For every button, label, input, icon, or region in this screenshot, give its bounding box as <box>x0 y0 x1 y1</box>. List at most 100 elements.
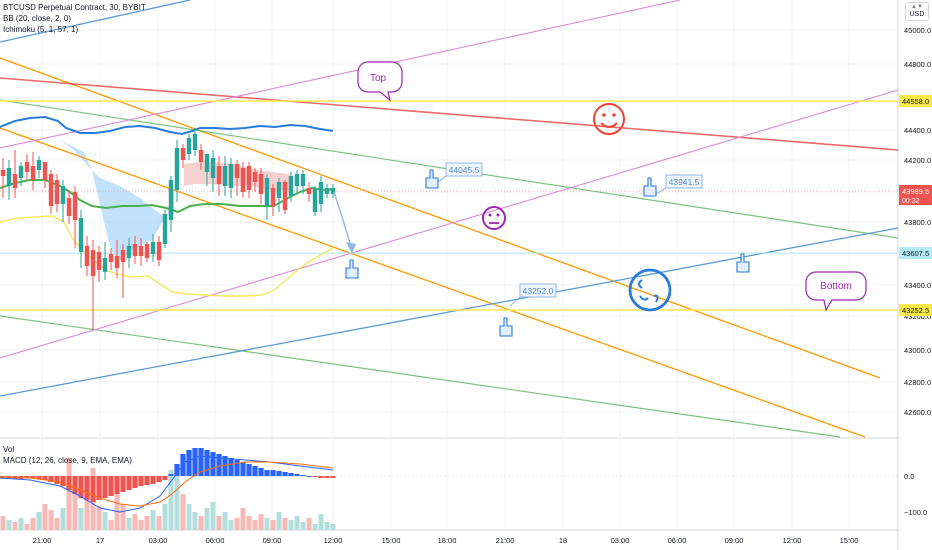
volume-bar-36 <box>216 516 222 530</box>
grid-lines <box>0 0 898 530</box>
hand-pointer-icon-1 <box>345 259 359 279</box>
volume-bar-52 <box>312 524 318 530</box>
candle-body-40 <box>240 168 246 192</box>
bb-upper-line <box>0 115 334 136</box>
volume-bar-20 <box>120 504 126 530</box>
macd-hist-24 <box>144 476 150 485</box>
candle-body-35 <box>210 158 216 178</box>
candle-body-8 <box>48 174 54 206</box>
candlesticks <box>0 128 336 330</box>
horizontal-levels[interactable] <box>0 100 898 311</box>
bb-legend[interactable]: BB (20, close, 2, 0) <box>3 14 72 23</box>
macd-hist-44 <box>264 470 270 476</box>
candle-body-29 <box>174 148 180 190</box>
volume-bar-11 <box>66 458 72 530</box>
macd-hist-10 <box>60 476 66 486</box>
drawings[interactable]: Top Bottom 44045.5 43941.5 43252.0 <box>333 61 867 337</box>
candle-body-18 <box>108 254 114 262</box>
candle-body-25 <box>150 242 156 254</box>
macd-hist-50 <box>300 475 306 476</box>
ichimoku-legend[interactable]: Ichimoku (5, 1, 57, 1) <box>3 25 79 34</box>
price-note-43941-box <box>665 174 703 189</box>
price-note-43252-text: 43252.0 <box>523 286 554 296</box>
macd-hist-33 <box>198 448 204 476</box>
price-tick-1: 44800.0 <box>904 60 931 69</box>
candle-body-24 <box>144 244 150 258</box>
candle-body-9 <box>54 180 60 204</box>
volume-bar-40 <box>240 508 246 530</box>
candle-body-28 <box>168 180 174 220</box>
time-axis[interactable]: 21:00 17 03:00 06:00 09:00 12:00 15:00 18:00 21:… <box>33 536 859 545</box>
volume-bar-51 <box>306 518 312 530</box>
volume-bar-12 <box>72 490 78 530</box>
dizzy-face-icon <box>628 268 672 312</box>
price-label-43607: 43607.5 <box>902 249 929 258</box>
candle-body-21 <box>126 246 132 258</box>
volume-bar-28 <box>168 470 174 530</box>
callout-top-text: Top <box>370 73 387 84</box>
price-axis[interactable]: 45000.044800.044600.044400.044200.044000… <box>899 26 932 517</box>
dizzy-face-eye-right <box>653 294 659 303</box>
symbol-title[interactable]: BTCUSD Perpetual Contract, 30, BYBIT <box>3 3 146 12</box>
macd-hist-8 <box>48 476 54 482</box>
macd-hist-5 <box>30 476 36 478</box>
macd-hist-47 <box>282 472 288 476</box>
green-trendline-lower <box>0 315 841 438</box>
price-tick-11: 42800.0 <box>904 378 931 387</box>
price-tick-9: 43200.0 <box>904 312 931 321</box>
trendlines[interactable] <box>0 0 899 438</box>
candle-body-7 <box>42 162 48 180</box>
candle-body-38 <box>228 164 234 188</box>
candle-body-0 <box>0 170 6 176</box>
price-note-44045-box <box>445 162 483 177</box>
vol-legend[interactable]: Vol <box>3 445 15 454</box>
macd-legend[interactable]: MACD (12, 26, close, 9, EMA, EMA) <box>3 456 132 465</box>
price-tick-0: 45000.0 <box>904 26 931 35</box>
candle-body-43 <box>258 174 264 194</box>
price-note-44045-text: 44045.5 <box>449 165 480 175</box>
macd-hist-46 <box>276 471 282 476</box>
candle-body-13 <box>78 218 84 252</box>
macd-hist-45 <box>270 470 276 476</box>
macd-hist-38 <box>228 458 234 476</box>
volume-bar-22 <box>132 514 138 530</box>
hand-pointer-icon-5 <box>736 253 750 273</box>
happy-face-mouth <box>600 122 618 128</box>
volume-bar-41 <box>246 516 252 530</box>
orange-trendline-lower <box>0 127 866 438</box>
dizzy-face-eye-left <box>638 279 643 289</box>
macd-hist-23 <box>138 476 144 486</box>
macd-hist-36 <box>216 454 222 476</box>
macd-hist-54 <box>324 476 330 478</box>
candle-body-22 <box>132 244 138 256</box>
volume-bar-0 <box>0 516 6 530</box>
forecast-arrow-line <box>333 191 353 251</box>
volume-bar-50 <box>300 522 306 530</box>
candle-body-1 <box>6 168 12 186</box>
volume-bar-44 <box>264 518 270 530</box>
candle-body-2 <box>12 174 18 188</box>
price-note-43941-text: 43941.5 <box>669 177 700 187</box>
candle-body-41 <box>246 166 252 190</box>
macd-hist-7 <box>42 476 48 480</box>
macd-hist-37 <box>222 456 228 476</box>
time-tick-1: 17 <box>96 536 104 545</box>
indicator-lines <box>0 115 334 297</box>
volume-macd-pane <box>0 448 898 530</box>
macd-tick-0: 0.0 <box>904 472 914 481</box>
candle-body-48 <box>288 176 294 196</box>
time-tick-13: 12:00 <box>783 536 802 545</box>
candle-body-32 <box>192 134 198 150</box>
candle-body-26 <box>156 242 162 260</box>
volume-bar-37 <box>222 512 228 530</box>
currency-button[interactable]: ▲▼ USD <box>905 2 929 21</box>
price-tick-8: 43400.0 <box>904 281 931 290</box>
candle-body-34 <box>204 154 210 172</box>
bb-basis-line <box>0 179 334 214</box>
chart-frame <box>0 0 899 550</box>
price-note-44045-tail <box>437 175 447 183</box>
volume-bar-31 <box>186 504 192 530</box>
macd-hist-15 <box>90 476 96 502</box>
price-note-43252-box <box>519 283 557 298</box>
